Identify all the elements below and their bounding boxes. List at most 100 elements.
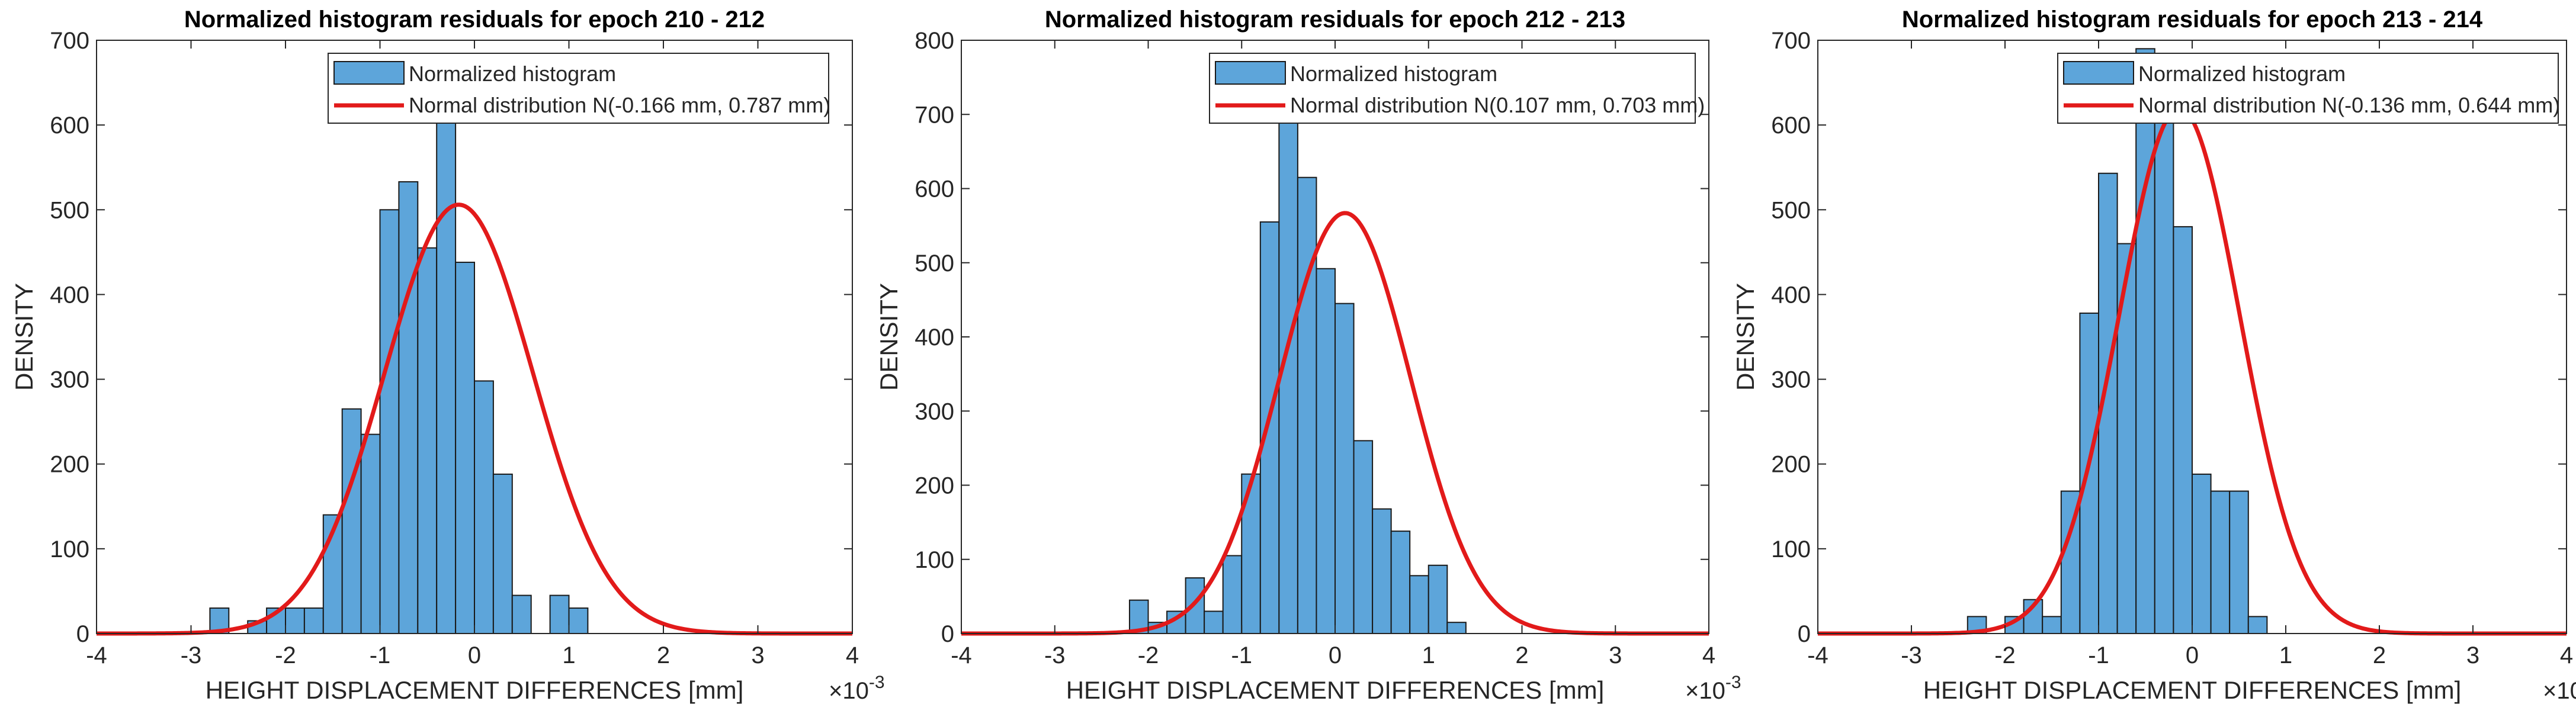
y-tick-label: 500 [1771, 197, 1811, 223]
histogram-bar [1446, 622, 1467, 635]
histogram-bar [1297, 176, 1317, 634]
x-tick-label: 0 [468, 642, 481, 668]
y-tick-label: 400 [50, 282, 89, 308]
legend: Normalized histogram Normal distribution … [2057, 53, 2560, 124]
histogram-bar [1185, 577, 1205, 634]
legend-label-normal: Normal distribution N(-0.136 mm, 0.644 m… [2138, 93, 2560, 117]
y-tick-label: 600 [50, 112, 89, 139]
y-tick-label: 500 [915, 250, 954, 276]
x-tick-label: 3 [1609, 642, 1622, 668]
x-axis-exponent: ×10-3 [829, 673, 885, 704]
x-tick-label: -3 [181, 642, 202, 668]
histogram-bar [1334, 303, 1355, 634]
y-tick-label: 300 [1771, 367, 1811, 393]
x-tick-label: 2 [657, 642, 670, 668]
histogram-bar [1316, 268, 1336, 634]
x-tick-label: -2 [275, 642, 296, 668]
x-tick-label: -1 [2088, 642, 2109, 668]
exponent-base: ×10 [2543, 678, 2576, 704]
histogram-bar [1427, 564, 1448, 635]
y-tick-label: 500 [50, 197, 89, 223]
y-tick-label: 100 [1771, 536, 1811, 562]
histogram-bar [2173, 226, 2193, 634]
x-axis-label: HEIGHT DISPLACEMENT DIFFERENCES [mm] [206, 676, 744, 704]
x-tick-label: 2 [1515, 642, 1528, 668]
x-tick-label: -3 [1044, 642, 1066, 668]
histogram-bar [436, 115, 457, 635]
x-tick-label: 0 [1329, 642, 1342, 668]
histogram-bar [2229, 490, 2249, 635]
histogram-bar [568, 607, 589, 634]
y-axis-label: DENSITY [10, 283, 38, 391]
histogram-bar [2210, 490, 2231, 635]
x-tick-label: -2 [1138, 642, 1159, 668]
legend-swatch-histogram [2063, 61, 2134, 85]
exponent-power: -3 [1725, 673, 1741, 692]
x-tick-label: -2 [1994, 642, 2016, 668]
histogram-bar [285, 607, 305, 634]
legend-label-normal: Normal distribution N(0.107 mm, 0.703 mm… [1290, 93, 1705, 117]
chart-panel-3: -4 -3 -2 -1 0 1 2 3 4 0 100 200 300 400 500 600 700 ×10-3… [1731, 7, 2576, 704]
x-axis-label: HEIGHT DISPLACEMENT DIFFERENCES [mm] [1066, 676, 1605, 704]
legend-swatch-histogram [1215, 61, 1286, 85]
histogram-bar [2247, 616, 2268, 635]
legend-label-histogram: Normalized histogram [2138, 62, 2346, 86]
histogram-bar [1390, 530, 1411, 635]
histogram-bar [1204, 610, 1224, 635]
x-tick-label: -1 [1231, 642, 1252, 668]
histogram-bar [1259, 221, 1280, 634]
exponent-base: ×10 [829, 678, 869, 704]
y-tick-label: 0 [76, 621, 89, 647]
histogram-bar [2135, 48, 2155, 635]
legend-box [2057, 53, 2559, 124]
y-tick-label: 700 [915, 102, 954, 128]
x-tick-label: 1 [2279, 642, 2292, 668]
y-tick-label: 200 [915, 473, 954, 499]
histogram-bar [2192, 473, 2212, 634]
histogram-bar [2079, 312, 2099, 634]
x-tick-label: 4 [846, 642, 859, 668]
x-tick-label: 2 [2373, 642, 2386, 668]
histogram-bar [379, 209, 400, 634]
histogram-bar [1372, 508, 1392, 635]
legend-label-histogram: Normalized histogram [409, 62, 616, 86]
histogram-bar [474, 380, 494, 634]
y-tick-label: 800 [915, 28, 954, 54]
y-tick-label: 700 [1771, 28, 1811, 54]
histogram-bar [303, 607, 324, 634]
y-tick-label: 100 [915, 547, 954, 573]
y-tick-label: 100 [50, 536, 89, 562]
y-tick-label: 0 [1798, 621, 1811, 647]
x-tick-label: -4 [86, 642, 107, 668]
histogram-bar [1353, 440, 1374, 634]
y-tick-label: 700 [50, 28, 89, 54]
y-axis-label: DENSITY [875, 283, 903, 391]
y-tick-label: 600 [1771, 112, 1811, 139]
histogram-bar [1409, 575, 1429, 634]
y-tick-label: 400 [1771, 282, 1811, 308]
legend-label-histogram: Normalized histogram [1290, 62, 1497, 86]
x-tick-label: 1 [562, 642, 575, 668]
histogram-bar [511, 594, 532, 634]
x-tick-label: 3 [751, 642, 764, 668]
exponent-base: ×10 [1685, 678, 1725, 704]
y-tick-label: 200 [50, 452, 89, 478]
legend-box [328, 53, 829, 124]
chart-title: Normalized histogram residuals for epoch… [1045, 7, 1625, 33]
x-tick-label: -3 [1901, 642, 1922, 668]
histogram-bar [2154, 115, 2174, 635]
x-axis-label: HEIGHT DISPLACEMENT DIFFERENCES [mm] [1923, 676, 2462, 704]
histogram-bar [455, 262, 475, 634]
chart-title: Normalized histogram residuals for epoch… [1902, 7, 2483, 33]
y-tick-label: 600 [915, 176, 954, 202]
x-tick-label: 3 [2466, 642, 2479, 668]
x-tick-label: 0 [2186, 642, 2199, 668]
histogram-bar [398, 181, 419, 634]
y-tick-label: 200 [1771, 452, 1811, 478]
legend: Normalized histogram Normal distribution … [1209, 53, 1705, 124]
x-tick-label: 4 [2560, 642, 2573, 668]
x-tick-label: -4 [951, 642, 972, 668]
histogram-bar [1222, 555, 1243, 634]
x-tick-label: -4 [1807, 642, 1828, 668]
